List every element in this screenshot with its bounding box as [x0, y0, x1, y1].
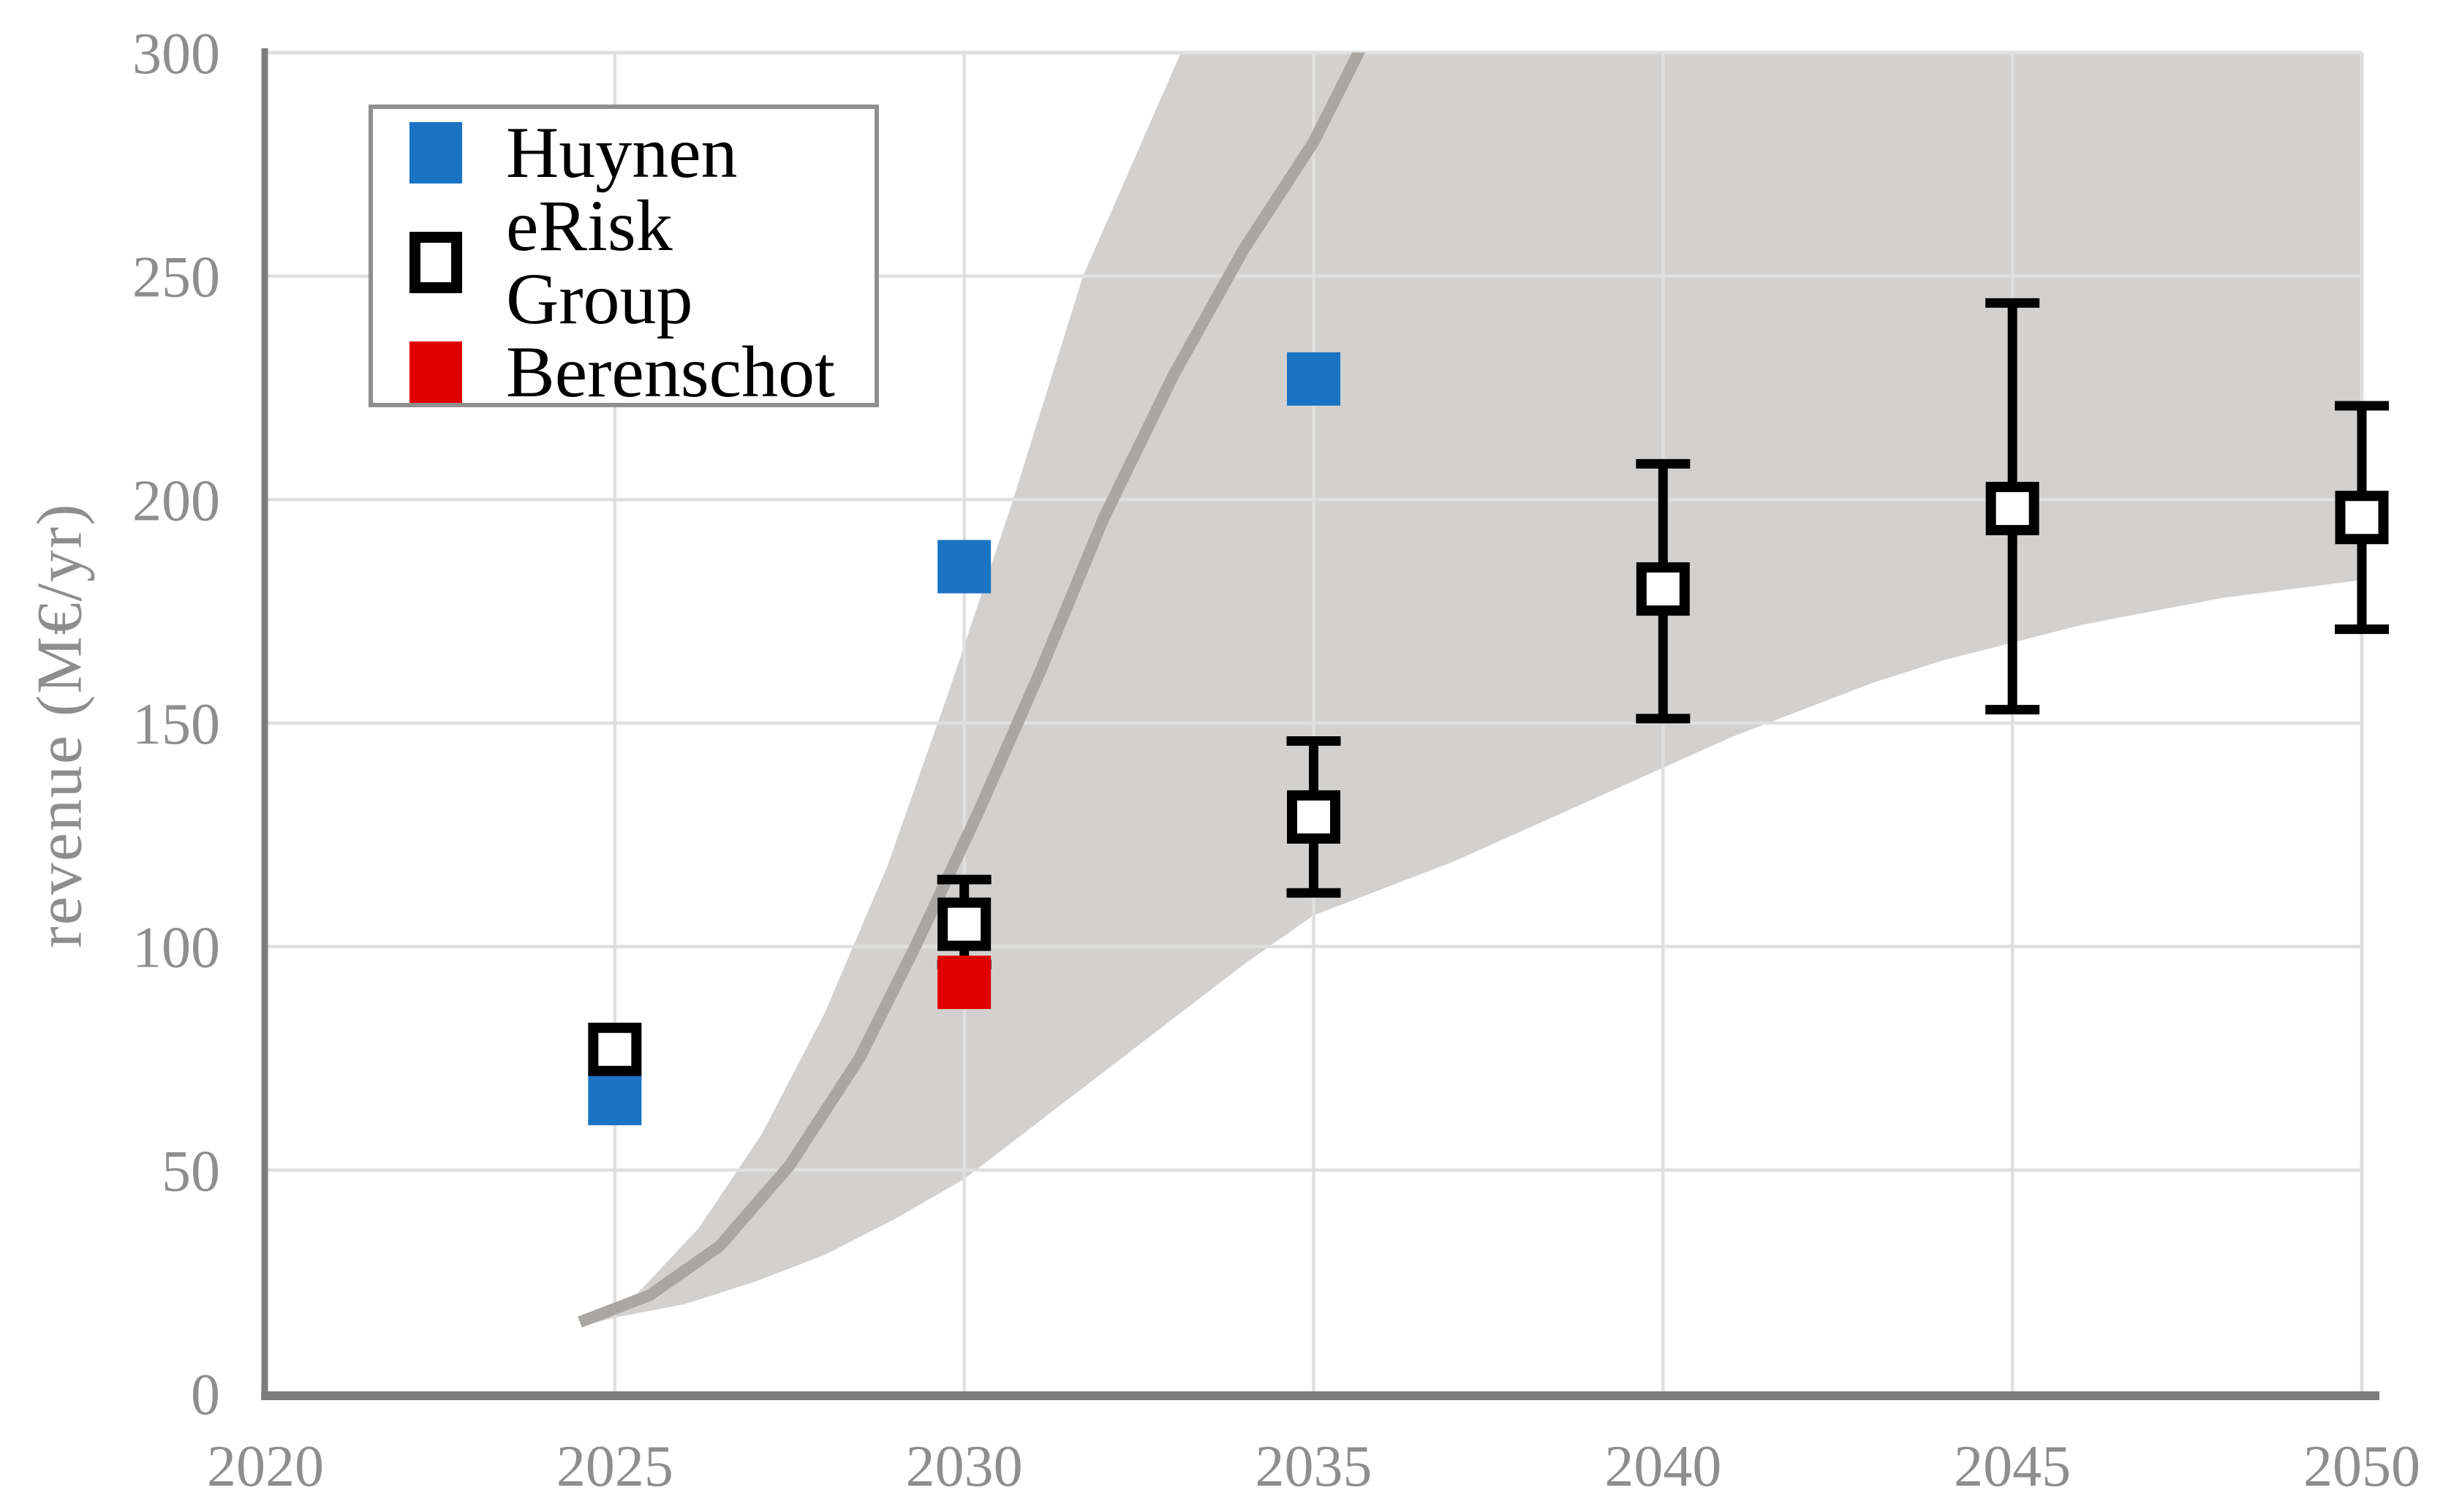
data-point-erisk-group-2030	[937, 897, 992, 951]
legend-swatch-berenschot-icon	[409, 341, 462, 403]
data-point-erisk-group-2025	[588, 1022, 642, 1076]
x-tick-label: 2020	[207, 1434, 324, 1499]
y-tick-label: 300	[132, 22, 220, 86]
legend-box: Huynen eRisk Group Berenschot	[369, 105, 879, 409]
legend-item-huynen: Huynen	[409, 116, 875, 189]
legend-item-erisk-group: eRisk Group	[409, 189, 875, 336]
trend-line	[578, 53, 1365, 1328]
legend-swatch-huynen-icon	[409, 122, 462, 184]
data-point-erisk-group-2035	[1287, 790, 1340, 844]
legend-swatch-erisk-group-icon	[409, 232, 462, 293]
y-tick-label: 50	[162, 1139, 220, 1203]
data-point-huynen-2025	[588, 1072, 642, 1126]
y-tick-label: 100	[132, 916, 220, 980]
uncertainty-band	[580, 53, 2362, 1327]
legend-item-label: Berenschot	[506, 331, 835, 412]
x-tick-label: 2045	[1954, 1434, 2071, 1499]
data-point-huynen-2030	[937, 540, 992, 594]
y-tick-label: 150	[132, 692, 220, 757]
x-tick-label: 2030	[906, 1434, 1023, 1499]
y-tick-label: 200	[132, 469, 220, 533]
data-point-berenschot-2030	[937, 956, 992, 1010]
x-tick-label: 2035	[1256, 1434, 1372, 1499]
legend-item-label: Huynen	[506, 112, 738, 193]
y-tick-label: 250	[132, 246, 220, 310]
data-point-erisk-group-2045	[1985, 482, 2039, 536]
x-tick-label: 2040	[1604, 1434, 1721, 1499]
data-point-huynen-2035	[1287, 352, 1340, 406]
data-point-erisk-group-2040	[1636, 562, 1690, 616]
data-point-erisk-group-2050	[2335, 491, 2389, 545]
y-tick-label: 0	[191, 1363, 220, 1427]
x-tick-label: 2025	[556, 1434, 673, 1499]
x-tick-label: 2050	[2303, 1434, 2420, 1499]
legend-item-label: eRisk Group	[506, 185, 693, 339]
legend-item-berenschot: Berenschot	[409, 336, 875, 409]
y-axis-title: revenue (M€/yr)	[24, 502, 96, 948]
